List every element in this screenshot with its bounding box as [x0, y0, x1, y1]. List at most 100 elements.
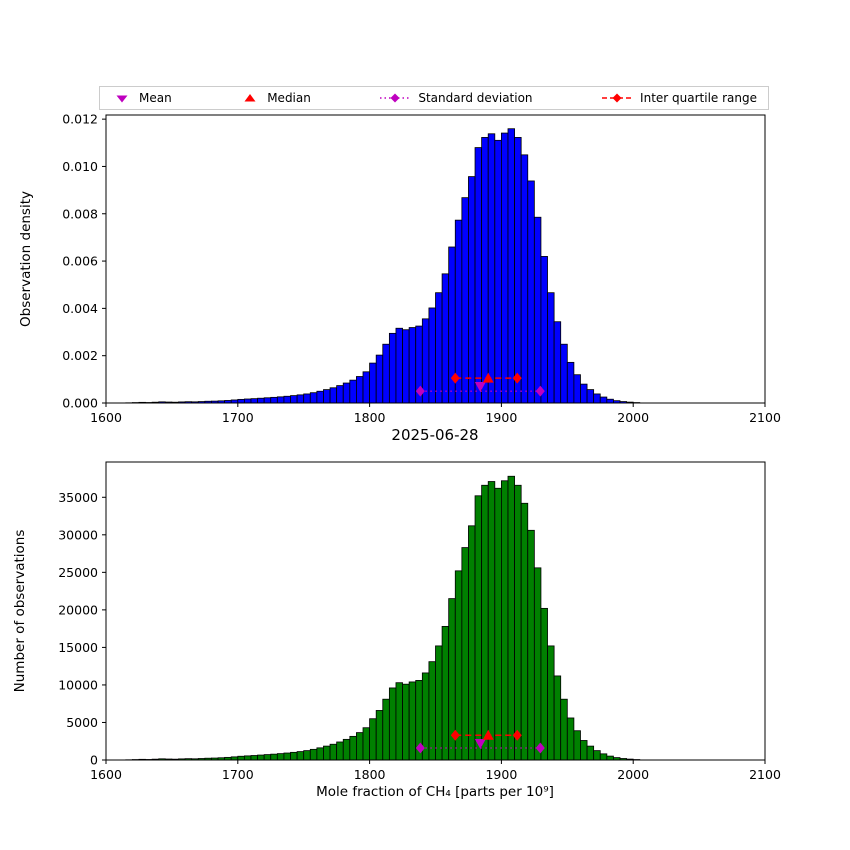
panel-bottom: 1600 1700 1800 1900 2000 2100 0 5000 10000 15000 2…: [58, 461, 781, 782]
x-tick-label: 2000: [617, 767, 649, 782]
histogram-bar: [514, 484, 522, 761]
histogram-bar: [481, 484, 489, 761]
histogram-bar: [500, 480, 509, 761]
y-tick-label: 0.008: [62, 206, 98, 221]
histogram-bar: [276, 753, 285, 761]
x-tick-label: 2000: [617, 410, 649, 425]
histogram-bar: [500, 132, 509, 404]
histogram-bar: [527, 180, 535, 404]
diamond-marker: [535, 742, 545, 754]
mean-triangle-marker: [474, 381, 486, 392]
histogram-bar: [329, 743, 338, 761]
histogram-bar: [520, 154, 529, 404]
x-tick-label: 2100: [749, 410, 781, 425]
histogram-bar: [356, 732, 364, 761]
x-tick-label: 1700: [222, 767, 254, 782]
histogram-bar: [606, 755, 614, 761]
axes-frame: [105, 114, 766, 404]
histogram-bar: [507, 475, 515, 761]
histogram-bar: [303, 393, 311, 404]
x-tick-label: 1900: [485, 767, 517, 782]
iqr-marker-icon: [602, 93, 633, 103]
histogram-bar: [441, 625, 450, 761]
y-tick-label: 0.012: [62, 112, 98, 127]
x-tick-label: 2100: [749, 767, 781, 782]
y-tick-label: 0.004: [62, 301, 98, 316]
histogram-bar: [250, 755, 258, 761]
histogram-bar: [336, 741, 344, 761]
legend-label-mean: Mean: [139, 91, 172, 105]
legend-item-median: Median: [239, 91, 311, 105]
histogram-bar: [586, 745, 595, 761]
histogram-bar: [290, 751, 298, 761]
histogram-bar: [257, 754, 265, 761]
x-tick-label: 1600: [90, 767, 122, 782]
histogram-bar: [435, 292, 443, 404]
y-tick-label: 10000: [58, 677, 98, 692]
y-tick-label: 0.006: [62, 254, 98, 269]
histogram-bar: [573, 730, 581, 761]
histogram-bar: [402, 329, 410, 404]
std-deviation-marker-icon: [380, 93, 411, 103]
histogram-bar: [566, 361, 575, 404]
histogram-bar: [408, 327, 417, 404]
histogram-bar: [533, 216, 542, 404]
y-tick-label: 0.002: [62, 348, 98, 363]
histogram-bar: [296, 394, 305, 404]
histogram-bar: [237, 398, 245, 404]
histogram-bar: [342, 738, 351, 761]
histogram-bar: [441, 273, 450, 404]
histogram-bar: [276, 396, 285, 404]
histogram-bar: [599, 753, 608, 761]
histogram-bar: [494, 139, 502, 404]
histogram-bar: [382, 343, 390, 404]
histogram-bar: [329, 387, 338, 404]
histogram-bar: [468, 176, 476, 404]
histogram-bar: [237, 755, 245, 761]
histogram-bar: [270, 396, 278, 404]
histogram-bar: [566, 717, 575, 761]
histogram-bar: [296, 751, 305, 761]
histogram-bar: [243, 398, 252, 404]
histogram-bar: [487, 481, 496, 761]
histogram-bar: [428, 661, 436, 761]
histogram-bar: [435, 645, 443, 761]
histogram-bar: [540, 607, 548, 761]
histogram-bar: [547, 292, 555, 404]
histogram-bar: [494, 487, 502, 761]
histogram-bar: [514, 137, 522, 404]
mean-triangle-marker: [474, 738, 486, 749]
y-tick-label: 20000: [58, 602, 98, 617]
diamond-marker: [450, 729, 460, 741]
diamond-marker: [512, 729, 522, 741]
y-tick-label: 35000: [58, 490, 98, 505]
histogram-bar: [375, 354, 384, 404]
histogram-bar: [283, 395, 291, 404]
y-tick-label: 5000: [66, 715, 98, 730]
histogram-bar: [283, 752, 291, 761]
y-tick-label: 0.010: [62, 159, 98, 174]
histogram-bar: [309, 748, 318, 761]
bottom-xlabel: Mole fraction of CH₄ [parts per 10⁹]: [316, 784, 554, 800]
x-tick-label: 1700: [222, 410, 254, 425]
histogram-bar: [487, 133, 496, 404]
histogram-bar: [362, 727, 371, 761]
histogram-bar: [547, 645, 555, 761]
histogram-bar: [263, 754, 272, 761]
bottom-ylabel: Number of observations: [12, 530, 28, 693]
diamond-marker: [415, 385, 425, 397]
histogram-bar: [593, 750, 601, 761]
histogram-bar: [395, 327, 403, 404]
median-marker-icon: [244, 94, 256, 102]
y-tick-label: 30000: [58, 527, 98, 542]
histogram-bar: [560, 698, 568, 761]
histogram-bar: [474, 495, 483, 761]
histogram-bar: [388, 332, 397, 404]
histogram-bar: [553, 675, 562, 761]
legend-label-iqr: Inter quartile range: [640, 91, 757, 105]
histogram-bar: [507, 128, 515, 404]
legend-item-std: Standard deviation: [378, 91, 533, 105]
histogram-bar: [323, 389, 331, 404]
histogram-bar: [520, 502, 529, 761]
y-tick-label: 15000: [58, 640, 98, 655]
